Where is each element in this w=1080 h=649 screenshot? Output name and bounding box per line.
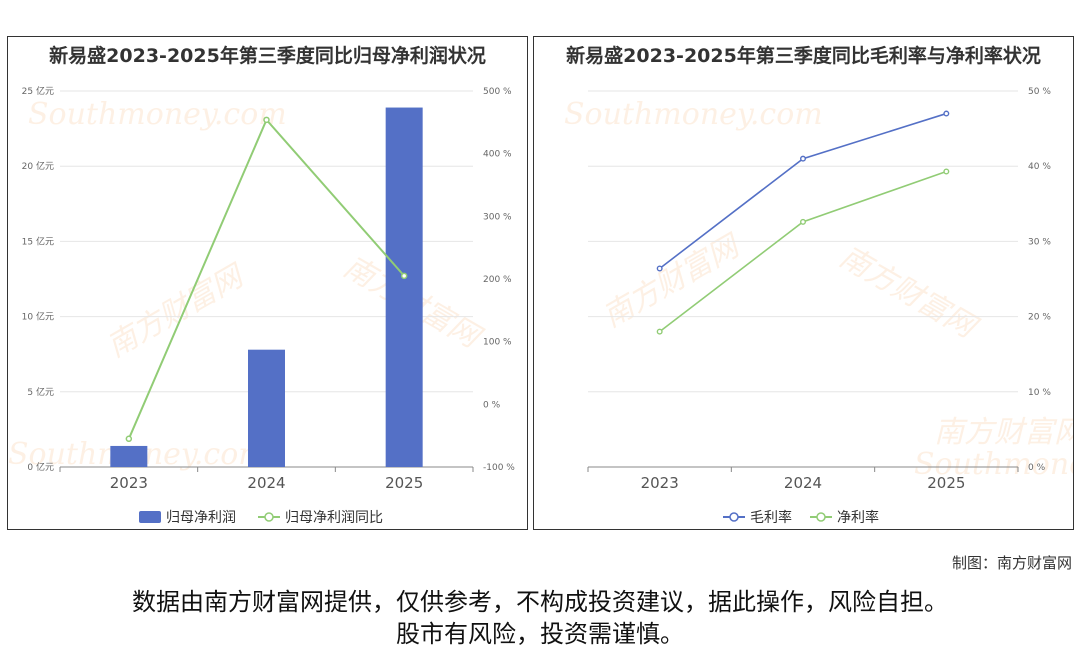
series-line-2 [659,170,947,333]
bar-2025 [385,107,423,467]
yoy-point-2025 [400,272,408,280]
bar-2024 [248,349,285,467]
y-tick-label-left: 25 亿元 [22,85,54,97]
yoy-point-2024 [263,116,270,124]
legend-swatch-marker [264,512,274,522]
legend-label: 归母净利润 [166,509,236,526]
y-tick-label: 10 % [1028,388,1051,398]
y-tick-label-right: 500 % [483,87,512,97]
x-tick-label: 2024 [784,474,822,492]
legend-label: 净利率 [837,509,879,526]
legend-swatch-marker [729,512,739,522]
y-tick-label-right: -100 % [483,463,515,473]
y-tick-label: 40 % [1028,162,1051,172]
legend-swatch-marker [816,512,826,522]
chart-credit: 制图：南方财富网 [951,554,1072,572]
chart-title: 新易盛2023-2025年第三季度同比毛利率与净利率状况 [566,45,1041,67]
x-tick-label: 2024 [247,474,285,492]
y-tick-label: 50 % [1028,87,1051,97]
series-2-point-2024 [800,218,807,225]
yoy-point-2023 [125,435,133,443]
y-tick-label-right: 100 % [483,338,512,348]
bar-2023 [110,445,148,467]
y-tick-label-right: 200 % [483,275,512,285]
x-tick-label: 2025 [927,474,965,492]
x-tick-label: 2023 [110,474,148,492]
chart-title: 新易盛2023-2025年第三季度同比归母净利润状况 [49,45,486,67]
y-tick-label-right: 300 % [483,212,512,222]
y-tick-label-right: 0 % [483,400,501,410]
y-tick-label: 0 % [1028,463,1046,473]
series-1-point-2023 [656,265,663,272]
legend-swatch-bar [139,511,161,523]
y-tick-label-left: 15 亿元 [22,235,54,247]
y-tick-label: 20 % [1028,313,1051,323]
margin-chart: 0 % 10 % 20 % 30 % 40 % 50 % 2023 2024 2025 毛利率 净利… [587,87,1051,526]
net-profit-chart-panel: 新易盛2023-2025年第三季度同比归母净利润状况 Southmoney.co… [7,36,528,530]
y-tick-label-left: 10 亿元 [22,311,54,323]
y-tick-label-left: 20 亿元 [22,160,54,172]
series-1-point-2025 [943,110,950,117]
legend-label: 毛利率 [750,509,792,526]
series-1-point-2024 [800,155,807,162]
margin-chart-panel: 新易盛2023-2025年第三季度同比毛利率与净利率状况 Southmoney.… [533,36,1074,530]
disclaimer-line: 股市有风险，投资需谨慎。 [396,620,684,648]
net-profit-chart: 0 亿元 5 亿元 10 亿元 15 亿元 20 亿元 25 亿元 -100 % 0 % 100… [22,85,516,526]
y-tick-label-right: 400 % [483,150,512,160]
legend-label: 归母净利润同比 [285,509,383,526]
series-2-point-2025 [943,168,950,175]
series-2-point-2023 [656,328,663,335]
x-tick-label: 2023 [641,474,679,492]
series-line-1 [659,112,947,270]
y-tick-label-left: 5 亿元 [27,386,54,398]
y-tick-label: 30 % [1028,237,1051,247]
x-tick-label: 2025 [385,474,423,492]
y-tick-label-left: 0 亿元 [27,461,54,473]
disclaimer-line: 数据由南方财富网提供，仅供参考，不构成投资建议，据此操作，风险自担。 [132,588,948,616]
